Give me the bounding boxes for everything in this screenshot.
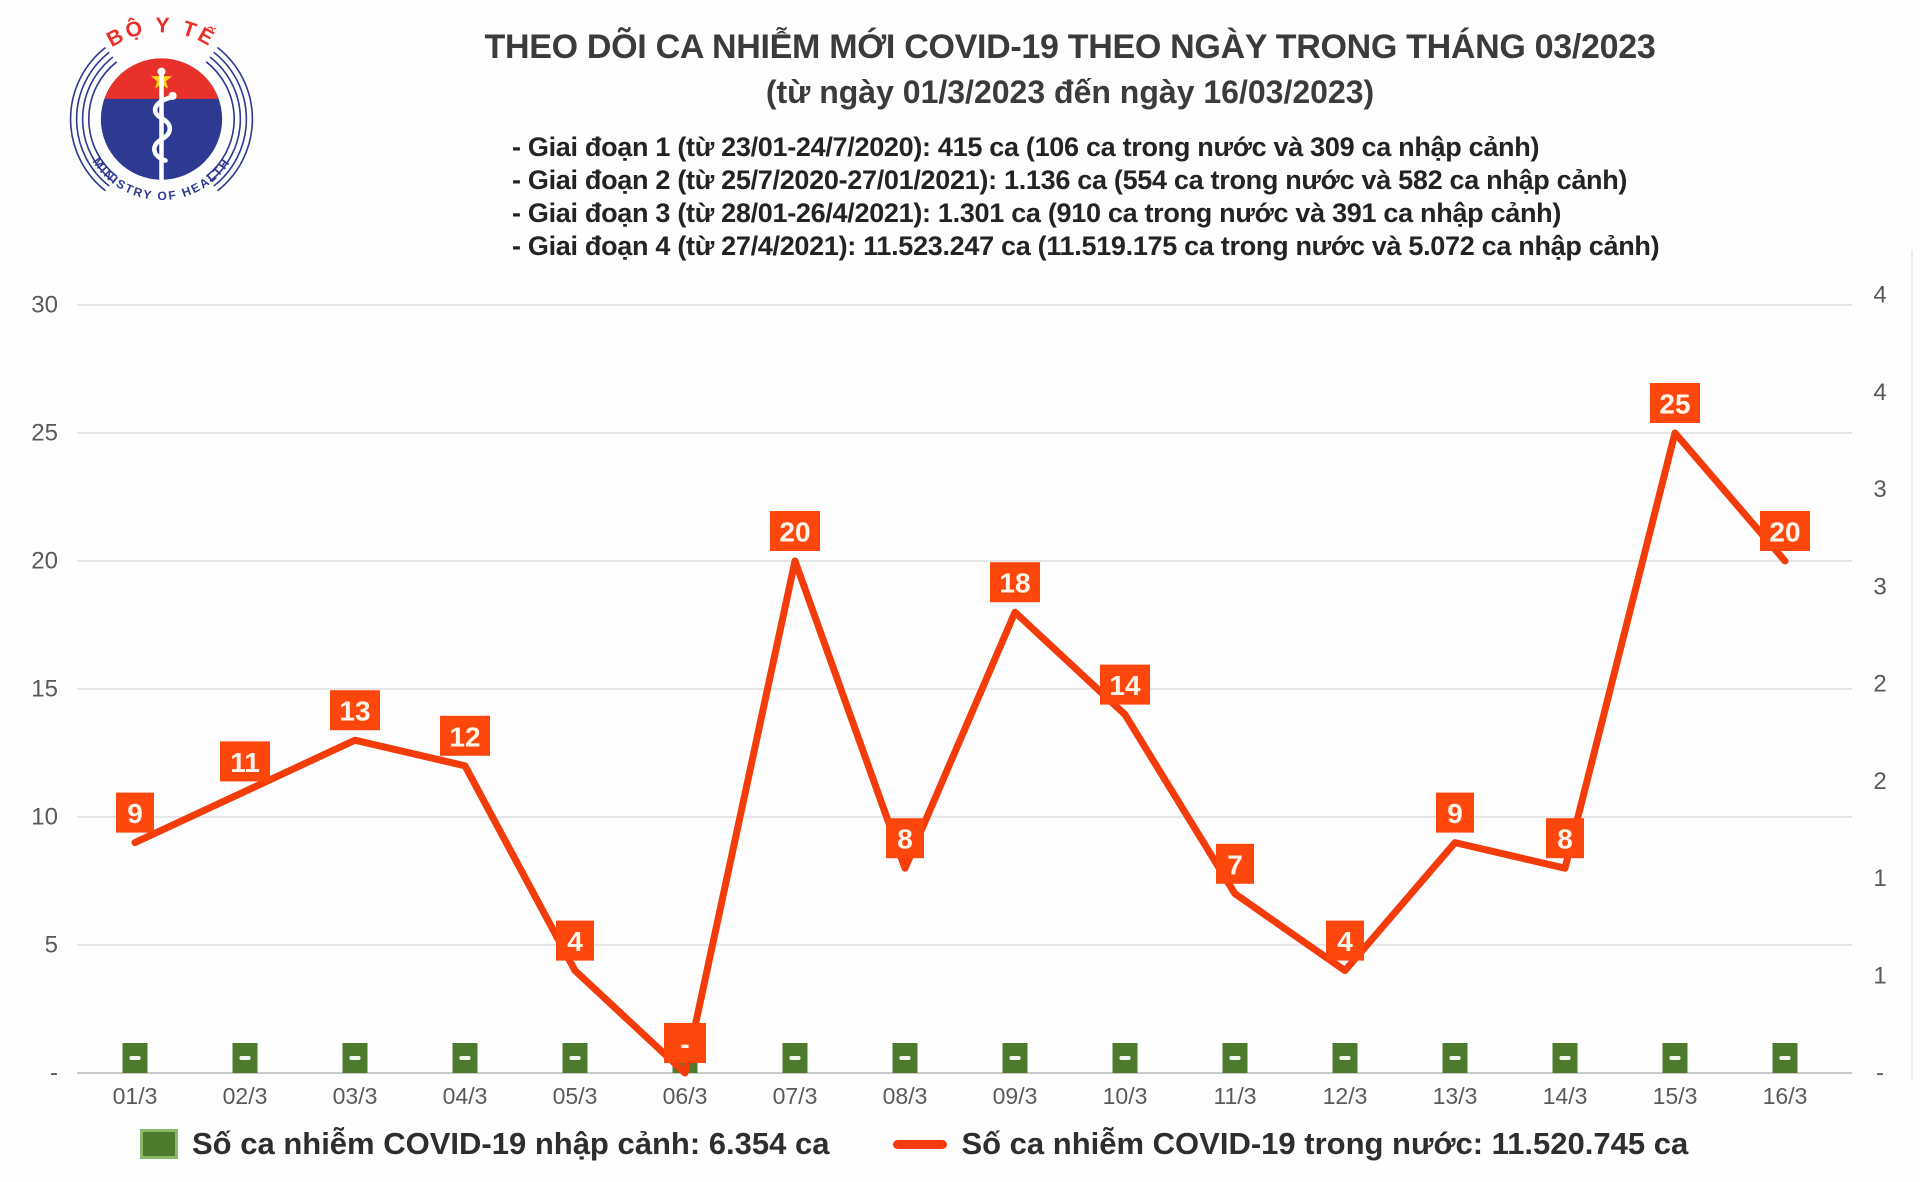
x-axis-label: 02/3 [223, 1083, 268, 1109]
point-label-box [664, 1023, 706, 1063]
domestic-line-swatch-icon [893, 1139, 948, 1149]
bar-value-dash [1009, 1056, 1021, 1060]
bar-value-dash [569, 1056, 581, 1060]
point-label: 4 [567, 926, 583, 957]
x-axis-label: 12/3 [1323, 1083, 1368, 1109]
phase-summary: - Giai đoạn 1 (từ 23/01-24/7/2020): 415 … [512, 131, 1660, 263]
point-label-box [1100, 664, 1150, 705]
left-axis-tick: 20 [31, 548, 58, 575]
left-axis-tick: 15 [31, 676, 58, 703]
x-axis-label: 11/3 [1213, 1083, 1256, 1109]
point-label-box [220, 741, 270, 782]
bar-value-dash [129, 1056, 141, 1060]
point-label-box [990, 562, 1040, 603]
point-label-box [556, 920, 594, 961]
point-label-box [1650, 383, 1700, 423]
bar-value-dash [1779, 1056, 1791, 1060]
legend-label-imported: Số ca nhiễm COVID-19 nhập cảnh: 6.354 ca [192, 1126, 830, 1161]
left-axis-tick: 30 [31, 292, 58, 319]
phase-line-4: - Giai đoạn 4 (từ 27/4/2021): 11.523.247… [512, 231, 1660, 261]
right-axis-tick: 3 [1873, 573, 1886, 600]
point-label: 11 [230, 747, 260, 778]
x-axis-label: 15/3 [1653, 1083, 1698, 1109]
bar-value-dash [1669, 1056, 1681, 1060]
x-axis-label: 05/3 [553, 1083, 598, 1109]
x-axis-label: 10/3 [1103, 1083, 1148, 1109]
bar-value-dash [239, 1056, 251, 1060]
legend-item-imported: Số ca nhiễm COVID-19 nhập cảnh: 6.354 ca [140, 1126, 829, 1162]
point-label: 8 [897, 824, 913, 855]
point-label: 25 [1659, 389, 1690, 420]
moh-logo-emblem: BỘ Y TẾ MINISTRY OF HEALTH [69, 14, 254, 203]
logo-side-arcs [69, 46, 254, 192]
x-axis-label: 06/3 [663, 1083, 708, 1109]
bar-value-dash [1119, 1056, 1131, 1060]
left-axis-tick: - [50, 1060, 58, 1087]
left-axis-tick: 25 [31, 420, 58, 447]
x-axis-label: 09/3 [993, 1083, 1038, 1109]
right-axis-tick: 1 [1873, 962, 1886, 989]
point-label-box [770, 511, 820, 551]
left-axis-tick: 10 [31, 804, 58, 831]
legend-label-domestic: Số ca nhiễm COVID-19 trong nước: 11.520.… [961, 1126, 1689, 1161]
point-label-box [330, 690, 380, 731]
x-axis-label: 13/3 [1433, 1083, 1478, 1109]
x-axis-label: 07/3 [773, 1083, 818, 1109]
point-label: 20 [779, 517, 810, 548]
bar-value-dash [349, 1056, 361, 1060]
point-label: 13 [339, 696, 370, 727]
point-label-box [1326, 920, 1364, 961]
point-label-box [440, 715, 490, 756]
right-axis-tick: - [1876, 1060, 1884, 1087]
asclepius-staff-icon [152, 67, 177, 187]
chart-title: THEO DÕI CA NHIỄM MỚI COVID-19 THEO NGÀY… [484, 28, 1656, 66]
point-label: 18 [999, 568, 1030, 599]
point-label: 7 [1227, 849, 1243, 880]
right-axis-tick: 2 [1873, 671, 1886, 698]
point-label-box [1216, 843, 1254, 884]
phase-line-3: - Giai đoạn 3 (từ 28/01-26/4/2021): 1.30… [512, 198, 1562, 228]
bar-value-dash [1229, 1056, 1241, 1060]
right-axis-tick: 2 [1873, 768, 1886, 795]
legend: Số ca nhiễm COVID-19 nhập cảnh: 6.354 ca… [140, 1126, 1688, 1162]
bar-value-dash [1559, 1056, 1571, 1060]
point-label: 12 [449, 721, 480, 752]
point-label: 4 [1337, 926, 1353, 957]
point-label: 9 [1447, 798, 1463, 829]
bar-value-dash [789, 1056, 801, 1060]
legend-item-domestic: Số ca nhiễm COVID-19 trong nước: 11.520.… [893, 1126, 1688, 1162]
chart-subtitle: (từ ngày 01/3/2023 đến ngày 16/03/2023) [765, 74, 1375, 110]
point-label-box [1546, 818, 1584, 859]
bar-value-dash [459, 1056, 471, 1060]
right-axis-tick: 3 [1873, 476, 1886, 503]
bar-value-dash [1449, 1056, 1461, 1060]
point-label-box [1760, 511, 1810, 551]
phase-line-2: - Giai đoạn 2 (từ 25/7/2020-27/01/2021):… [512, 165, 1628, 195]
point-label-box [886, 818, 924, 859]
x-axis-label: 08/3 [883, 1083, 928, 1109]
bar-value-dash [1339, 1056, 1351, 1060]
right-axis-tick: 4 [1873, 379, 1886, 406]
imported-bar-swatch-icon [140, 1129, 178, 1159]
phase-line-1: - Giai đoạn 1 (từ 23/01-24/7/2020): 415 … [512, 132, 1540, 162]
moh-logo: BỘ Y TẾ MINISTRY OF HEALTH [58, 12, 266, 204]
point-label-box [1436, 792, 1474, 833]
point-label-box [116, 792, 154, 833]
right-axis-tick: 4 [1873, 282, 1886, 309]
domestic-cases-line [131, 429, 1789, 1077]
point-label: 20 [1769, 517, 1800, 548]
point-label: 9 [127, 798, 143, 829]
x-axis-label: 14/3 [1543, 1083, 1588, 1109]
x-axis-label: 01/3 [113, 1083, 158, 1109]
right-axis-tick: 1 [1873, 865, 1886, 892]
bar-value-dash [899, 1056, 911, 1060]
x-axis-label: 03/3 [333, 1083, 378, 1109]
point-label: - [680, 1029, 689, 1060]
x-axis-label: 04/3 [443, 1083, 488, 1109]
point-label: 8 [1557, 824, 1573, 855]
x-axis-label: 16/3 [1763, 1083, 1808, 1109]
left-axis-tick: 5 [45, 932, 58, 959]
point-label: 14 [1109, 670, 1141, 701]
